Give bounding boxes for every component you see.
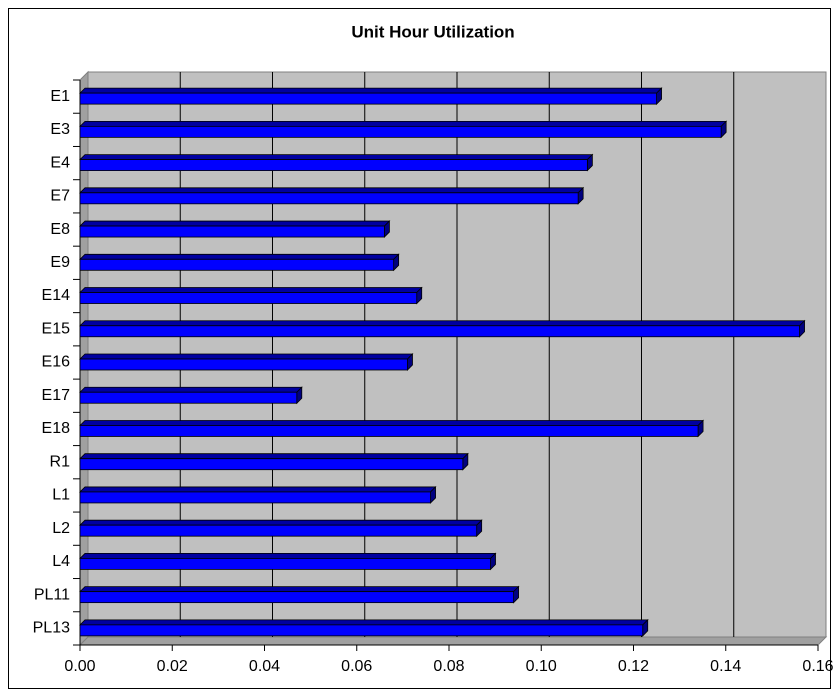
x-tick-label: 0.08 bbox=[433, 658, 464, 675]
x-tick-label: 0.10 bbox=[526, 658, 557, 675]
bar bbox=[79, 425, 699, 437]
bar-top bbox=[79, 553, 497, 559]
bar bbox=[79, 358, 408, 371]
x-tick-label: 0.02 bbox=[157, 658, 188, 675]
bar bbox=[79, 624, 644, 637]
bar bbox=[79, 325, 800, 338]
bar bbox=[79, 458, 464, 471]
bar-top bbox=[79, 120, 728, 127]
bar bbox=[79, 591, 514, 604]
bar bbox=[79, 225, 385, 238]
y-tick-label: E16 bbox=[42, 354, 71, 371]
bar-top bbox=[79, 320, 806, 327]
x-tick-label: 0.06 bbox=[341, 658, 372, 675]
chart-title: Unit Hour Utilization bbox=[351, 22, 514, 41]
y-tick-label: E3 bbox=[50, 121, 70, 138]
bar bbox=[79, 524, 478, 537]
bar-top bbox=[79, 486, 437, 493]
bar-top bbox=[79, 420, 705, 426]
y-tick-label: E18 bbox=[42, 420, 71, 437]
bar bbox=[79, 92, 657, 105]
x-tick-label: 0.12 bbox=[618, 658, 649, 675]
bar bbox=[79, 292, 418, 304]
bar-top bbox=[79, 453, 469, 460]
bar bbox=[79, 491, 431, 504]
bar-top bbox=[79, 187, 585, 194]
bar bbox=[79, 558, 491, 570]
bar-top bbox=[79, 619, 649, 626]
x-tick-label: 0.04 bbox=[249, 658, 280, 675]
bar bbox=[79, 391, 298, 404]
y-tick-label: E8 bbox=[50, 221, 70, 238]
bar-top bbox=[79, 87, 663, 94]
y-tick-label: E15 bbox=[42, 320, 71, 337]
bar-top bbox=[79, 154, 594, 160]
bar-top bbox=[79, 386, 303, 393]
bar-top bbox=[79, 353, 414, 360]
bar-top bbox=[79, 519, 483, 526]
y-tick-label: E14 bbox=[42, 287, 71, 304]
bar-top bbox=[79, 586, 520, 593]
x-tick-label: 0.14 bbox=[710, 658, 741, 675]
y-tick-label: L2 bbox=[52, 520, 70, 537]
bar-top bbox=[79, 253, 400, 260]
bar bbox=[79, 258, 395, 271]
floor bbox=[78, 636, 828, 646]
y-tick-label: L1 bbox=[52, 487, 70, 504]
y-tick-label: R1 bbox=[50, 453, 71, 470]
x-tick-label: 0.16 bbox=[802, 658, 833, 675]
y-tick-label: E1 bbox=[50, 88, 70, 105]
y-tick-label: E17 bbox=[42, 387, 71, 404]
bar-top bbox=[79, 287, 423, 293]
y-tick-label: E4 bbox=[50, 154, 70, 171]
x-tick-label: 0.00 bbox=[64, 658, 95, 675]
bar-top bbox=[79, 220, 391, 227]
y-tick-label: PL13 bbox=[33, 620, 70, 637]
bar bbox=[79, 125, 722, 138]
y-tick-label: L4 bbox=[52, 553, 70, 570]
y-tick-label: PL11 bbox=[34, 586, 70, 603]
y-tick-label: E9 bbox=[50, 254, 70, 271]
y-tick-label: E7 bbox=[50, 188, 70, 205]
bar bbox=[79, 192, 579, 205]
bar bbox=[79, 159, 588, 171]
